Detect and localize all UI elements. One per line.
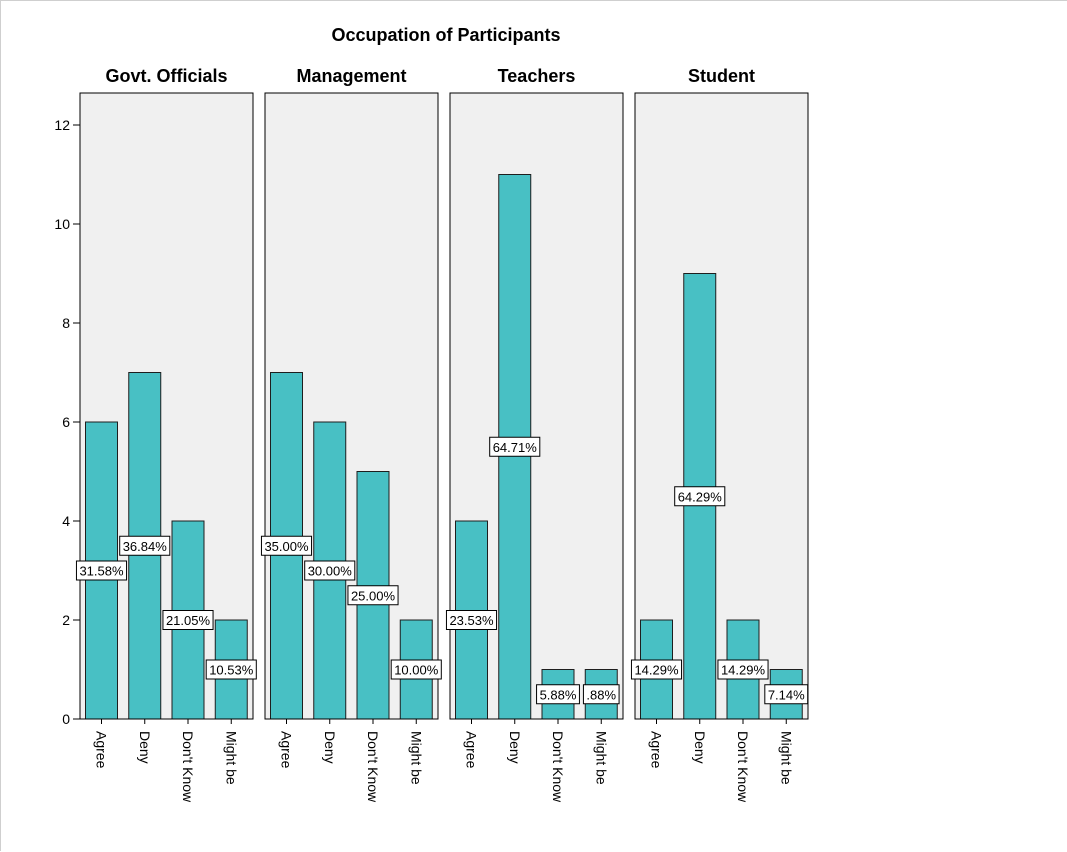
data-label: 14.29% [630,659,683,680]
x-category-label: Might be [778,731,794,785]
data-label-text: 14.29% [634,663,679,678]
data-label-text: 35.00% [264,539,309,554]
x-category-label: Deny [137,731,153,764]
data-label-box [260,535,313,556]
data-label: 64.71% [489,436,541,457]
x-category-label: Deny [692,731,708,764]
data-label: .88% [582,684,620,705]
y-tick-label: 10 [54,216,70,232]
y-tick-label: 0 [62,711,70,727]
data-label: 10.53% [205,659,257,680]
data-label-box [582,684,620,705]
panel-title: Management [296,66,406,86]
data-label-text: 10.00% [394,663,439,678]
data-label-box [536,684,580,705]
data-label-box [75,560,128,581]
x-category-label: Don't Know [735,731,751,803]
y-tick-label: 12 [54,117,70,133]
panels: Govt. Officials Agree Deny Don't Know Might … [75,66,809,803]
data-label-text: 30.00% [308,564,353,579]
panel-student: Student Agree Deny Don't Know Might be [634,66,809,803]
data-label: 14.29% [717,659,769,680]
y-tick-label: 2 [62,612,70,628]
data-label: 35.00% [260,535,313,556]
panel-title: Student [688,66,755,86]
data-label-text: 36.84% [123,539,168,554]
data-label-text: 5.88% [540,687,577,702]
data-label-text: 10.53% [209,663,254,678]
data-label-box [764,684,809,705]
data-label-text: 64.29% [678,489,723,504]
data-label: 30.00% [304,560,356,581]
x-category-label: Deny [507,731,523,764]
data-label: 7.14% [764,684,809,705]
x-category-label: Might be [223,731,239,785]
data-label-text: .88% [586,687,616,702]
panel-title: Govt. Officials [105,66,227,86]
x-category-label: Don't Know [550,731,566,803]
data-label: 64.29% [674,486,726,507]
y-axis: 0 2 4 6 8 10 12 [54,93,81,727]
data-label: 10.00% [390,659,442,680]
data-label-text: 25.00% [351,588,396,603]
y-tick-label: 8 [62,315,70,331]
data-label: 36.84% [119,535,171,556]
data-label-box [489,436,541,457]
data-label: 31.58% [75,560,128,581]
data-label-box [119,535,171,556]
data-label: 21.05% [162,610,214,630]
data-label-box [674,486,726,507]
chart-title: Occupation of Participants [331,25,560,45]
data-label-box [390,659,442,680]
data-label-box [205,659,257,680]
data-labels: 31.58% 36.84% 21.05% 10.53% 35.00% 30.00% 25.0… [75,436,809,705]
x-category-label: Agree [464,731,480,769]
data-label-text: 31.58% [79,564,124,579]
x-category-label: Agree [279,731,295,769]
data-label-box [630,659,683,680]
y-tick-label: 4 [62,513,70,529]
data-label-box [347,585,399,606]
data-label-box [162,610,214,630]
data-label: 23.53% [445,610,498,630]
x-category-label: Don't Know [365,731,381,803]
data-label-text: 14.29% [721,663,766,678]
data-label-text: 21.05% [166,613,211,628]
x-category-label: Might be [408,731,424,785]
data-label: 5.88% [536,684,580,705]
panel-title: Teachers [498,66,576,86]
panel-govt-officials: Govt. Officials Agree Deny Don't Know Might … [79,66,254,803]
panel-background [634,92,809,720]
data-label-text: 64.71% [493,440,538,455]
data-label-box [717,659,769,680]
y-tick-label: 6 [62,414,70,430]
panel-management: Management Agree Deny Don't Know Might be [264,66,439,803]
data-label-text: 23.53% [449,613,494,628]
x-category-label: Might be [593,731,609,785]
x-category-label: Agree [649,731,665,769]
x-category-label: Don't Know [180,731,196,803]
x-category-label: Deny [322,731,338,764]
data-label-text: 7.14% [768,687,805,702]
data-label-box [445,610,498,630]
data-label: 25.00% [347,585,399,606]
x-category-label: Agree [94,731,110,769]
data-label-box [304,560,356,581]
